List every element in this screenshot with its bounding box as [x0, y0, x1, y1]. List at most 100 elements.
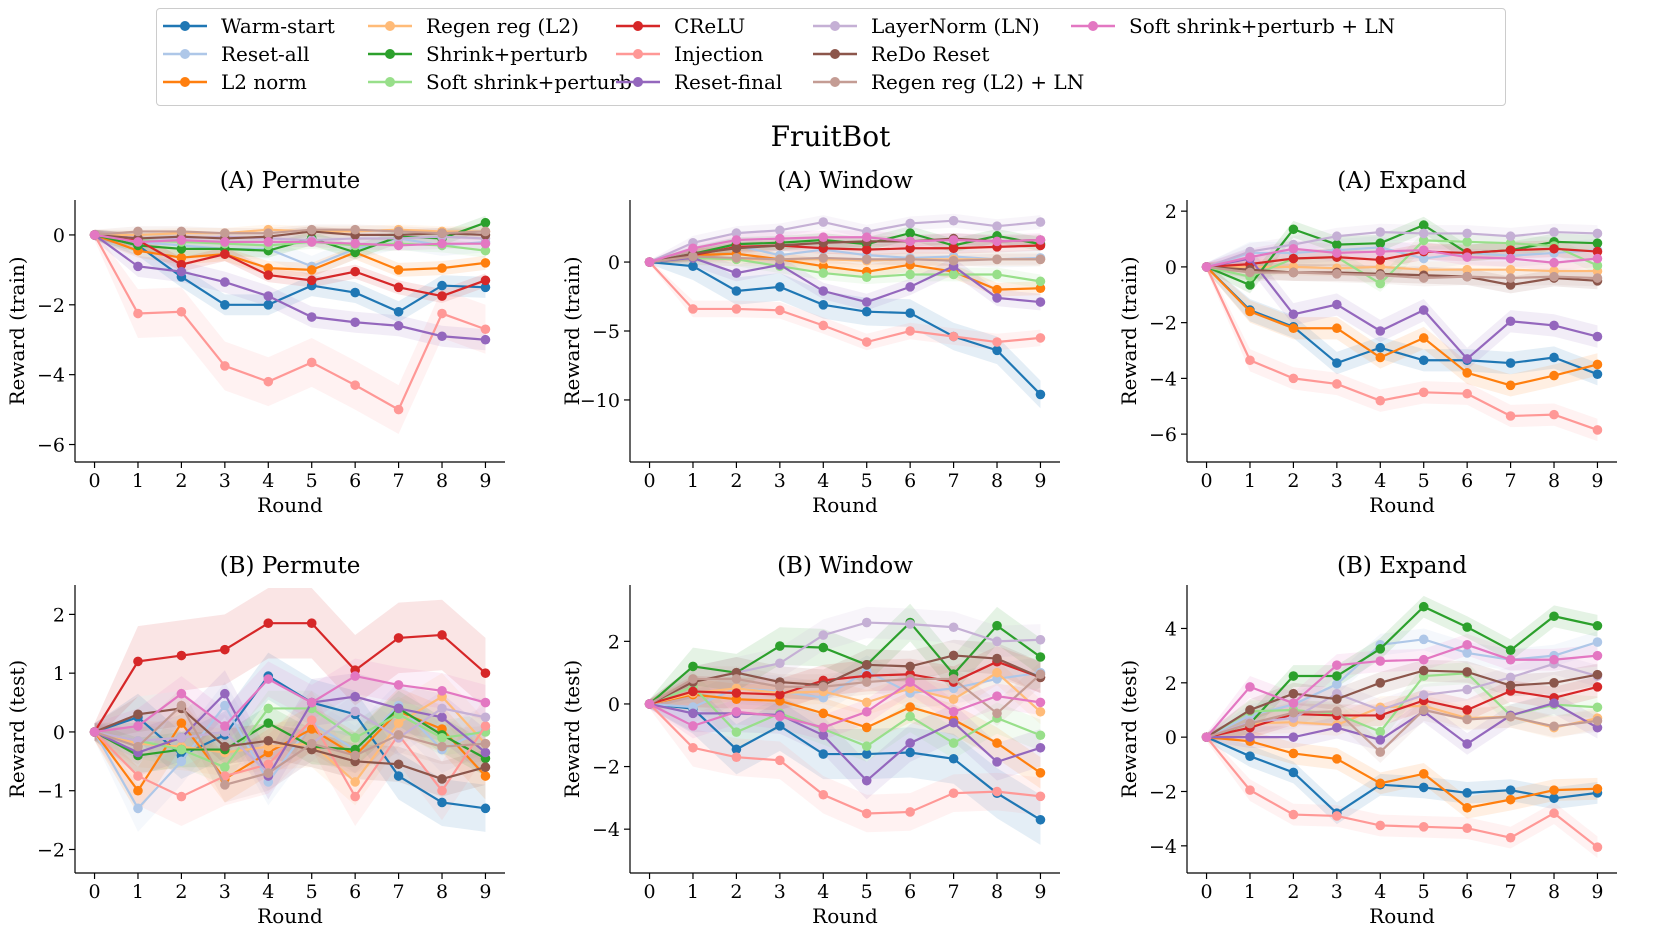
point-crelu-r5: [306, 618, 317, 629]
point-regen-reg-l2-ln-r4: [818, 681, 829, 692]
y-axis-label: Reward (train): [1117, 256, 1141, 405]
point-warm-start-r5: [1418, 782, 1429, 793]
point-reset-final-r6: [350, 691, 360, 702]
point-layernorm-ln-r8: [992, 221, 1002, 231]
point-crelu-r3: [220, 249, 230, 259]
point-redo-reset-r4: [263, 735, 274, 746]
point-soft-shrink-perturb-r9: [480, 245, 491, 256]
point-injection-r9: [480, 324, 491, 335]
legend-label: Regen reg (L2): [426, 14, 579, 38]
point-redo-reset-r2: [1288, 688, 1299, 699]
point-soft-shrink-perturb-ln-r8: [992, 691, 1002, 701]
point-regen-reg-l2-ln-r3: [775, 681, 785, 692]
point-soft-shrink-perturb-ln-r9: [1035, 235, 1046, 245]
point-soft-shrink-perturb-ln-r5: [861, 232, 872, 243]
point-shrink-perturb-r6: [1462, 622, 1472, 632]
point-regen-reg-l2-ln-r4: [263, 228, 274, 238]
legend-item-l2-norm: L2 norm: [161, 68, 307, 96]
point-warm-start-r2: [731, 744, 742, 755]
point-shrink-perturb-r9: [480, 217, 491, 228]
point-reset-final-r8: [437, 331, 447, 342]
band-layernorm-ln-b-expand: [1206, 652, 1598, 742]
line-crelu: [1206, 247, 1598, 268]
point-l2-norm-r3: [1332, 323, 1342, 334]
point-regen-reg-l2-ln-r6: [1462, 714, 1472, 725]
x-tick-label: 7: [948, 470, 960, 492]
point-warm-start-r7: [393, 306, 404, 317]
point-soft-shrink-perturb-ln-r2: [1288, 698, 1299, 708]
point-reset-final-r8: [992, 757, 1002, 767]
point-regen-reg-l2-ln-r7: [948, 674, 959, 684]
point-reset-all-r9: [1592, 637, 1603, 647]
point-injection-r2: [1288, 373, 1299, 384]
point-injection-r8: [992, 337, 1002, 347]
point-regen-reg-l2-ln-r3: [775, 254, 785, 265]
point-l2-norm-r2: [1288, 748, 1299, 759]
band-soft-shrink-perturb-b-permute: [94, 690, 486, 785]
point-crelu-r8: [437, 630, 447, 640]
x-axis-label: Round: [812, 493, 878, 517]
point-reset-final-r9: [1035, 742, 1046, 753]
point-reset-final-r7: [393, 703, 404, 714]
point-warm-start-r8: [1549, 352, 1559, 363]
x-tick-label: 8: [991, 470, 1003, 492]
point-soft-shrink-perturb-ln-r9: [1592, 650, 1603, 661]
x-tick-label: 0: [88, 470, 100, 492]
x-tick-label: 3: [219, 470, 231, 492]
point-injection-r2: [731, 752, 742, 762]
point-crelu-r4: [263, 270, 274, 280]
line-soft-shrink-perturb-ln: [1206, 247, 1598, 268]
point-soft-shrink-perturb-ln-r3: [1332, 660, 1342, 670]
line-regen-reg-l2-ln: [649, 255, 1041, 264]
point-crelu-r6: [1462, 705, 1472, 715]
band-injection-a-permute: [94, 229, 486, 435]
band-soft-shrink-perturb-ln-b-permute: [94, 658, 486, 744]
point-reset-final-r5: [306, 312, 317, 322]
x-tick-label: 8: [436, 470, 448, 492]
point-regen-reg-l2-ln-r8: [1549, 721, 1559, 732]
point-soft-shrink-perturb-r7: [948, 269, 959, 280]
point-regen-reg-l2-ln-r1: [688, 674, 698, 684]
point-soft-shrink-perturb-r3: [220, 762, 230, 773]
line-reset-final: [94, 691, 487, 779]
x-tick-label: 6: [1461, 881, 1473, 903]
point-regen-reg-l2-ln-r7: [948, 255, 959, 266]
series-regen-reg-l2-ln-b-expand: [1201, 705, 1603, 757]
point-injection-r5: [861, 337, 872, 347]
point-regen-reg-l2-ln-r4: [818, 253, 829, 263]
legend-item-soft-shrink-perturb: Soft shrink+perturb: [366, 68, 632, 96]
point-soft-shrink-perturb-ln-r1: [1245, 252, 1255, 262]
x-tick-label: 8: [1548, 881, 1560, 903]
line-regen-reg-l2-ln: [94, 228, 486, 237]
point-redo-reset-r4: [1375, 678, 1386, 688]
legend-item-shrink-perturb: Shrink+perturb: [366, 40, 588, 68]
point-layernorm-ln-r8: [437, 703, 447, 714]
point-layernorm-ln-r2: [176, 733, 187, 743]
point-injection-r3: [775, 305, 785, 316]
x-tick-label: 4: [262, 470, 274, 492]
line-layernorm-ln: [649, 219, 1041, 264]
x-tick-label: 8: [436, 881, 448, 903]
band-reset-final-a-permute: [94, 229, 486, 351]
x-tick-label: 9: [1034, 881, 1046, 903]
point-shrink-perturb-r1: [688, 661, 698, 672]
point-regen-reg-l2-ln-r9: [1035, 254, 1046, 265]
line-reset-final: [1206, 257, 1598, 361]
panel-b-expand: (B) Expand 4 2 0 −2 −4 0 1 2 3 4 5 6 7 8 9 Round Reward (…: [1112, 550, 1642, 941]
y-tick-label: −10: [580, 390, 620, 412]
point-regen-reg-l2-ln-r8: [437, 228, 447, 238]
point-redo-reset-r7: [393, 759, 404, 770]
point-warm-start-r9: [480, 282, 491, 293]
y-tick-label: −2: [37, 295, 65, 317]
x-tick-label: 0: [1200, 881, 1212, 903]
point-regen-reg-l2-ln-r2: [1288, 267, 1299, 278]
point-regen-reg-l2-ln-r9: [480, 738, 491, 749]
point-layernorm-ln-r6: [905, 218, 915, 229]
point-reset-final-r4: [818, 730, 829, 741]
band-warm-start-b-window: [649, 683, 1041, 845]
line-soft-shrink-perturb: [649, 685, 1041, 748]
band-warm-start-a-permute: [94, 229, 486, 323]
point-soft-shrink-perturb-r4: [1375, 278, 1386, 289]
line-soft-shrink-perturb-ln: [94, 233, 486, 247]
figure-title: FruitBot: [770, 120, 891, 153]
